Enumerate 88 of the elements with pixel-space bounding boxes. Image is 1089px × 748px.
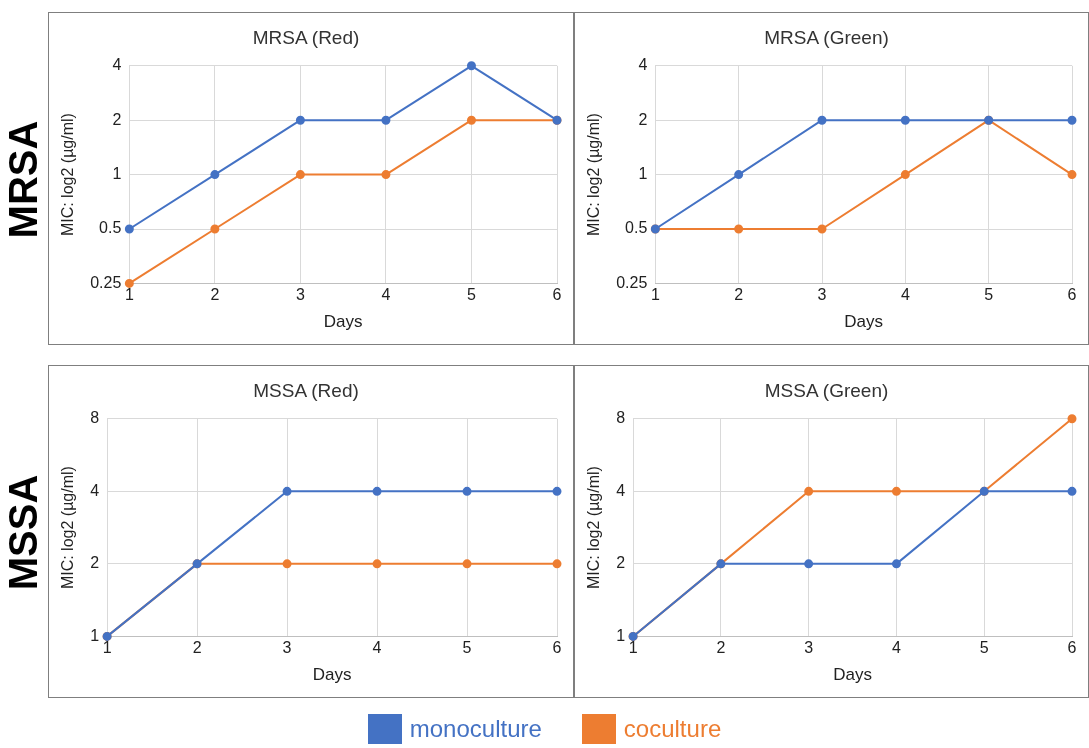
point — [552, 486, 562, 496]
x-tick-label: 6 — [552, 639, 562, 657]
x-tick-label: 5 — [984, 286, 994, 304]
y-tick-label: 4 — [90, 481, 100, 499]
point — [891, 486, 901, 496]
point — [295, 115, 305, 125]
x-tick-label: 3 — [295, 286, 305, 304]
x-tick-label: 2 — [192, 639, 202, 657]
y-tick-label: 1 — [638, 165, 648, 183]
y-tick-label: 0.5 — [625, 219, 648, 237]
point — [381, 170, 391, 180]
point — [124, 278, 134, 288]
x-axis-title: Days — [833, 665, 872, 685]
x-tick-label: 5 — [467, 286, 477, 304]
y-tick-label: 4 — [112, 56, 122, 74]
x-tick-label: 1 — [124, 286, 134, 304]
x-axis-title: Days — [312, 665, 352, 685]
point — [282, 486, 292, 496]
point — [462, 559, 472, 569]
point — [1067, 170, 1077, 180]
y-axis-title: MIC: log2 (µg/ml) — [59, 113, 77, 237]
x-tick-label: 3 — [817, 286, 827, 304]
x-tick-label: 5 — [462, 639, 472, 657]
point — [210, 224, 220, 234]
point — [817, 115, 827, 125]
y-tick-label: 1 — [112, 165, 122, 183]
x-axis-title: Days — [323, 312, 363, 332]
x-tick-label: 6 — [1067, 286, 1077, 304]
x-tick-label: 1 — [650, 286, 660, 304]
legend-label: coculture — [623, 715, 722, 743]
y-tick-label: 0.25 — [616, 273, 648, 291]
chart-title: MRSA (Red) — [252, 26, 360, 48]
x-tick-label: 6 — [1067, 639, 1077, 657]
chart-title: MSSA (Red) — [253, 379, 359, 401]
y-tick-label: 2 — [638, 110, 648, 128]
legend-label: monoculture — [409, 715, 542, 743]
y-tick-label: 8 — [616, 409, 626, 427]
y-tick-label: 1 — [90, 626, 100, 644]
y-axis-title: MIC: log2 (µg/ml) — [585, 113, 603, 237]
chart-title: MRSA (Green) — [764, 26, 889, 48]
point — [462, 486, 472, 496]
point — [1067, 414, 1077, 424]
y-tick-label: 2 — [112, 110, 122, 128]
x-tick-label: 6 — [552, 286, 562, 304]
x-tick-label: 5 — [979, 639, 989, 657]
point — [282, 559, 292, 569]
x-tick-label: 3 — [282, 639, 292, 657]
point — [466, 61, 476, 71]
chart-title: MSSA (Green) — [764, 379, 889, 401]
point — [210, 170, 220, 180]
x-tick-label: 2 — [734, 286, 744, 304]
point — [817, 224, 827, 234]
y-axis-title: MIC: log2 (µg/ml) — [59, 466, 77, 590]
point — [1067, 115, 1077, 125]
y-tick-label: 2 — [616, 554, 626, 572]
y-tick-label: 8 — [90, 409, 100, 427]
text: MRSA — [1, 120, 47, 239]
y-axis-title: MIC: log2 (µg/ml) — [585, 466, 603, 590]
point — [124, 224, 134, 234]
point — [372, 559, 382, 569]
point — [900, 170, 910, 180]
point — [466, 115, 476, 125]
y-tick-label: 4 — [616, 481, 626, 499]
point — [900, 115, 910, 125]
point — [804, 559, 814, 569]
y-tick-label: 2 — [90, 554, 100, 572]
x-tick-label: 4 — [891, 639, 901, 657]
point — [804, 486, 814, 496]
point — [891, 559, 901, 569]
point — [295, 170, 305, 180]
point — [372, 486, 382, 496]
x-tick-label: 4 — [381, 286, 391, 304]
point — [1067, 486, 1077, 496]
y-tick-label: 4 — [638, 56, 648, 74]
point — [381, 115, 391, 125]
point — [734, 224, 744, 234]
x-tick-label: 4 — [900, 286, 910, 304]
y-tick-label: 0.5 — [99, 219, 122, 237]
point — [552, 559, 562, 569]
y-tick-label: 0.25 — [90, 273, 122, 291]
x-axis-title: Days — [844, 312, 884, 332]
x-tick-label: 3 — [804, 639, 814, 657]
x-tick-label: 2 — [716, 639, 726, 657]
point — [734, 170, 744, 180]
x-tick-label: 4 — [372, 639, 382, 657]
y-tick-label: 1 — [616, 626, 626, 644]
text: MSSA — [1, 474, 47, 591]
x-tick-label: 2 — [210, 286, 220, 304]
